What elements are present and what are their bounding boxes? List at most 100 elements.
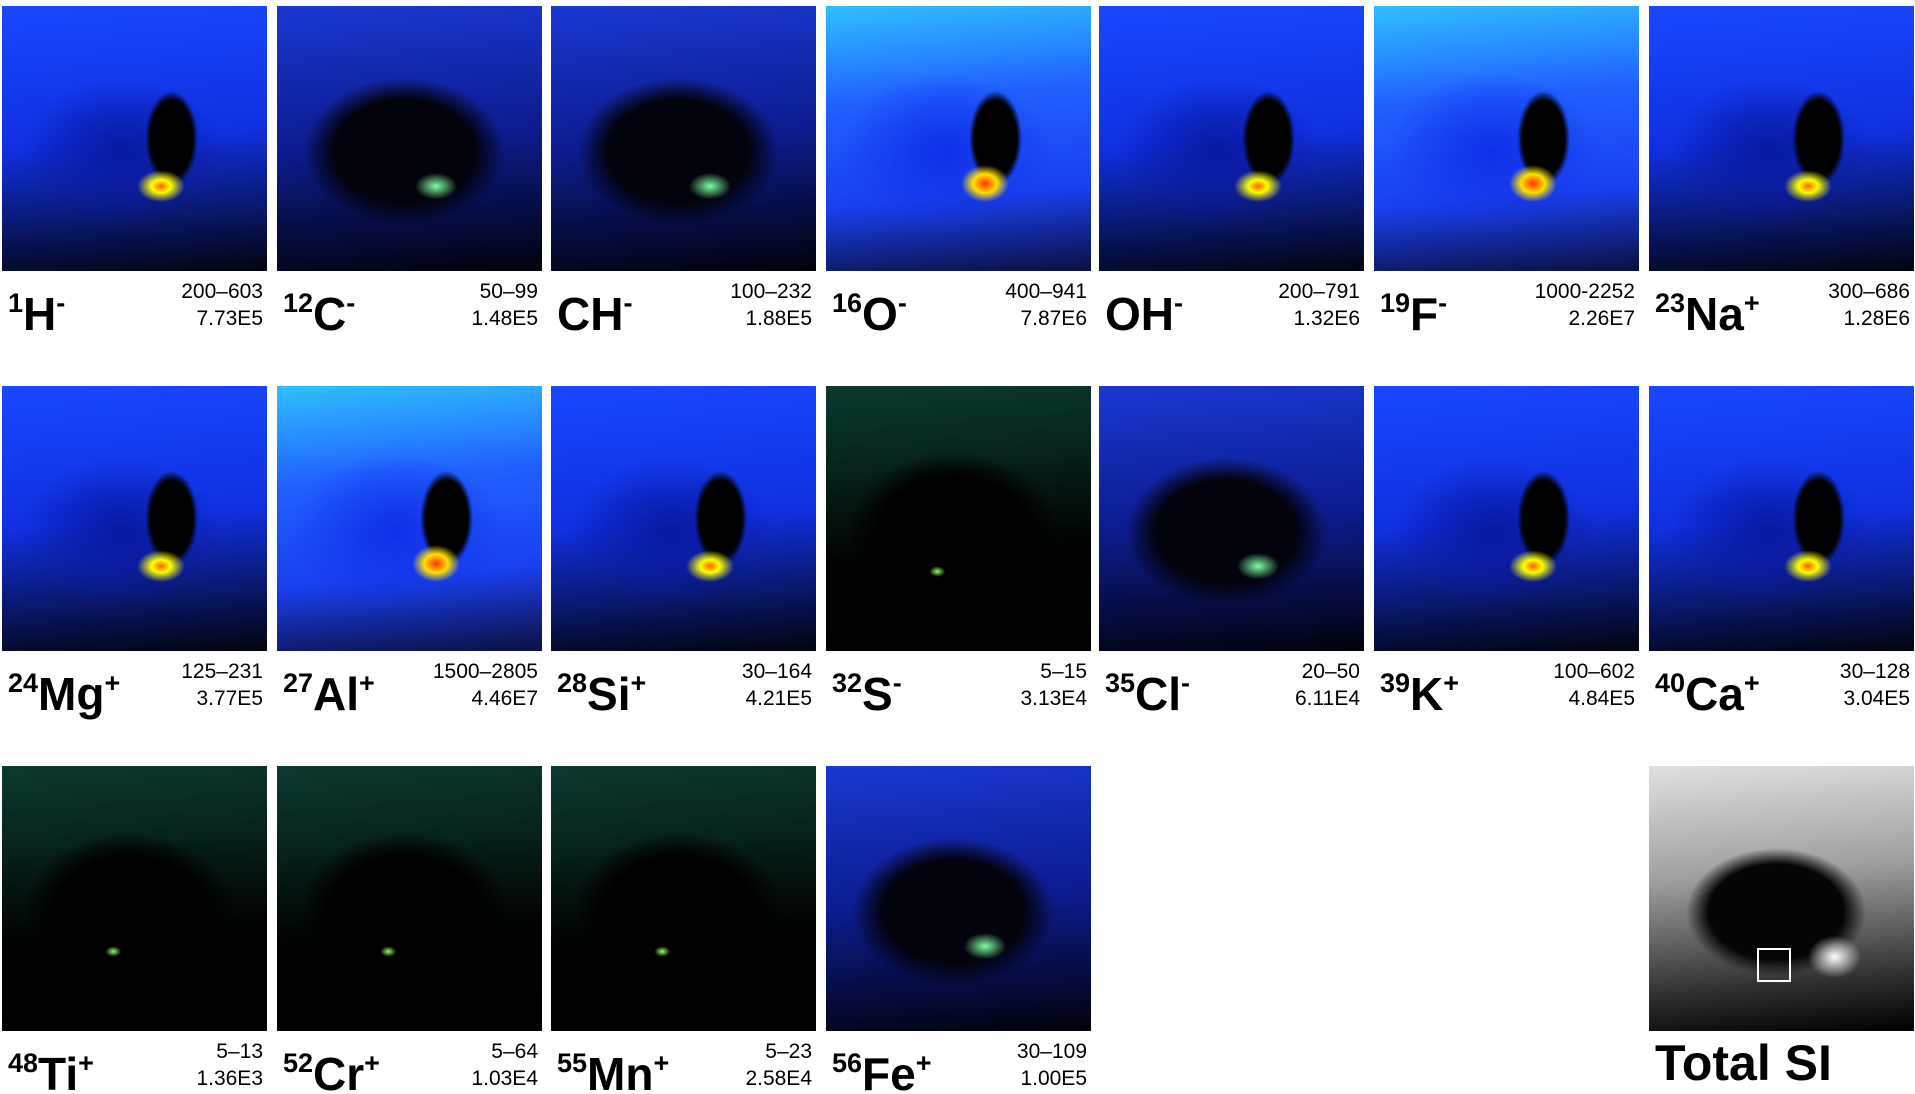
ion-label: 24Mg+ (8, 658, 120, 719)
ion-panel: CH- 100–232 1.88E5 (551, 6, 816, 381)
total-counts: 1.32E6 (1293, 307, 1360, 330)
ion-label: 16O- (832, 278, 907, 339)
ion-panel: 16O- 400–941 7.87E6 (826, 6, 1091, 381)
intensity-range: 30–164 (741, 660, 812, 683)
ion-panel: 24Mg+ 125–231 3.77E5 (2, 386, 267, 761)
ion-panel: 40Ca+ 30–128 3.04E5 (1649, 386, 1914, 761)
ion-symbol: Ti (38, 1048, 79, 1094)
ion-symbol: O (862, 288, 898, 340)
ion-image (2, 766, 267, 1031)
intensity-range: 200–603 (181, 280, 263, 303)
mass-number: 24 (8, 668, 39, 698)
ion-image (277, 766, 542, 1031)
mass-number: 55 (557, 1048, 588, 1078)
intensity-range: 50–99 (479, 280, 538, 303)
ion-symbol: C (313, 288, 347, 340)
mass-number: 35 (1105, 668, 1136, 698)
intensity-range: 30–128 (1839, 660, 1910, 683)
ion-charge: + (359, 668, 375, 698)
intensity-range: 125–231 (181, 660, 263, 683)
total-counts: 1.36E3 (196, 1067, 263, 1090)
ion-label: 35Cl- (1105, 658, 1190, 719)
total-counts: 1.00E5 (1020, 1067, 1087, 1090)
ion-symbol: Al (313, 668, 360, 720)
scale-info: 5–15 3.13E4 (1020, 658, 1087, 712)
scale-info: 125–231 3.77E5 (181, 658, 263, 712)
ion-symbol: Ca (1685, 668, 1744, 720)
ion-panel: 12C- 50–99 1.48E5 (277, 6, 542, 381)
ion-charge: - (346, 288, 356, 318)
ion-image (1649, 6, 1914, 271)
ion-symbol: Si (587, 668, 631, 720)
intensity-range: 30–109 (1016, 1040, 1087, 1063)
ion-symbol: S (862, 668, 893, 720)
ion-symbol: OH (1105, 288, 1174, 340)
ion-panel: 23Na+ 300–686 1.28E6 (1649, 6, 1914, 381)
total-counts: 1.88E5 (745, 307, 812, 330)
ion-charge: + (1443, 668, 1460, 698)
scale-info: 100–602 4.84E5 (1553, 658, 1635, 712)
ion-charge: + (915, 1048, 932, 1078)
ion-charge: + (653, 1048, 670, 1078)
ion-image (2, 386, 267, 651)
total-counts: 3.13E4 (1020, 687, 1087, 710)
ion-symbol: F (1410, 288, 1439, 340)
ion-image (826, 6, 1091, 271)
intensity-range: 200–791 (1278, 280, 1360, 303)
scale-info: 30–164 4.21E5 (742, 658, 812, 712)
mass-number: 23 (1655, 288, 1686, 318)
total-counts: 1.28E6 (1843, 307, 1910, 330)
total-counts: 4.84E5 (1568, 687, 1635, 710)
intensity-range: 20–50 (1301, 660, 1360, 683)
ion-symbol: Cr (313, 1048, 365, 1094)
total-counts: 3.04E5 (1843, 687, 1910, 710)
ion-panel: OH- 200–791 1.32E6 (1099, 6, 1364, 381)
scale-info: 300–686 1.28E6 (1828, 278, 1910, 332)
ion-label: 55Mn+ (557, 1038, 669, 1094)
ion-panel: 1H- 200–603 7.73E5 (2, 6, 267, 381)
total-counts: 4.46E7 (471, 687, 538, 710)
scale-info: 30–128 3.04E5 (1840, 658, 1910, 712)
mass-number: 39 (1380, 668, 1411, 698)
ion-label: 52Cr+ (283, 1038, 380, 1094)
scale-info: 400–941 7.87E6 (1005, 278, 1087, 332)
ion-label: 48Ti+ (8, 1038, 94, 1094)
intensity-range: 100–232 (730, 280, 812, 303)
ion-image (551, 386, 816, 651)
ion-charge: + (104, 668, 121, 698)
ion-panel: 32S- 5–15 3.13E4 (826, 386, 1091, 761)
ion-image (826, 766, 1091, 1031)
ion-panel: 48Ti+ 5–13 1.36E3 (2, 766, 267, 1094)
total-counts: 7.73E5 (196, 307, 263, 330)
total-counts: 2.58E4 (745, 1067, 812, 1090)
scale-info: 1500–2805 4.46E7 (433, 658, 538, 712)
ion-panel: 56Fe+ 30–109 1.00E5 (826, 766, 1091, 1094)
ion-charge: - (897, 288, 907, 318)
ion-charge: - (1181, 668, 1191, 698)
ion-symbol: Cl (1135, 668, 1182, 720)
ion-image (277, 386, 542, 651)
ion-label: CH- (557, 278, 632, 339)
ion-charge: + (1743, 668, 1760, 698)
ion-symbol: K (1410, 668, 1444, 720)
ion-panel: 27Al+ 1500–2805 4.46E7 (277, 386, 542, 761)
ion-panel: 52Cr+ 5–64 1.03E4 (277, 766, 542, 1094)
ion-charge: - (1438, 288, 1448, 318)
ion-charge: - (623, 288, 633, 318)
scale-info: 5–13 1.36E3 (196, 1038, 263, 1092)
ion-symbol: Na (1685, 288, 1744, 340)
ion-label: 40Ca+ (1655, 658, 1760, 719)
mass-number: 16 (832, 288, 863, 318)
scale-info: 200–603 7.73E5 (181, 278, 263, 332)
ion-label: 1H- (8, 278, 65, 339)
intensity-range: 5–15 (1040, 660, 1087, 683)
intensity-range: 1000-2252 (1534, 280, 1635, 303)
ion-panel: 35Cl- 20–50 6.11E4 (1099, 386, 1364, 761)
ion-image (551, 6, 816, 271)
ion-charge: + (1743, 288, 1760, 318)
ion-panel: 19F- 1000-2252 2.26E7 (1374, 6, 1639, 381)
scale-info: 50–99 1.48E5 (471, 278, 538, 332)
ion-label: 27Al+ (283, 658, 375, 719)
ion-symbol: Fe (862, 1048, 916, 1094)
